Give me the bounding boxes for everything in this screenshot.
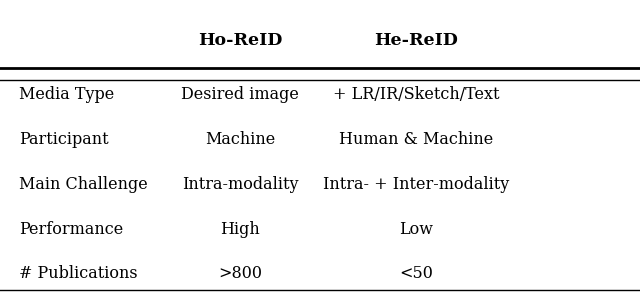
Text: <50: <50 — [399, 265, 433, 282]
Text: + LR/IR/Sketch/Text: + LR/IR/Sketch/Text — [333, 86, 499, 103]
Text: He-ReID: He-ReID — [374, 32, 458, 49]
Text: Performance: Performance — [19, 221, 124, 237]
Text: # Publications: # Publications — [19, 265, 138, 282]
Text: Media Type: Media Type — [19, 86, 115, 103]
Text: High: High — [220, 221, 260, 237]
Text: Human & Machine: Human & Machine — [339, 131, 493, 148]
Text: Low: Low — [399, 221, 433, 237]
Text: Desired image: Desired image — [181, 86, 299, 103]
Text: Machine: Machine — [205, 131, 275, 148]
Text: Intra- + Inter-modality: Intra- + Inter-modality — [323, 176, 509, 193]
Text: >800: >800 — [218, 265, 262, 282]
Text: Ho-ReID: Ho-ReID — [198, 32, 282, 49]
Text: Participant: Participant — [19, 131, 109, 148]
Text: Intra-modality: Intra-modality — [182, 176, 298, 193]
Text: Main Challenge: Main Challenge — [19, 176, 148, 193]
